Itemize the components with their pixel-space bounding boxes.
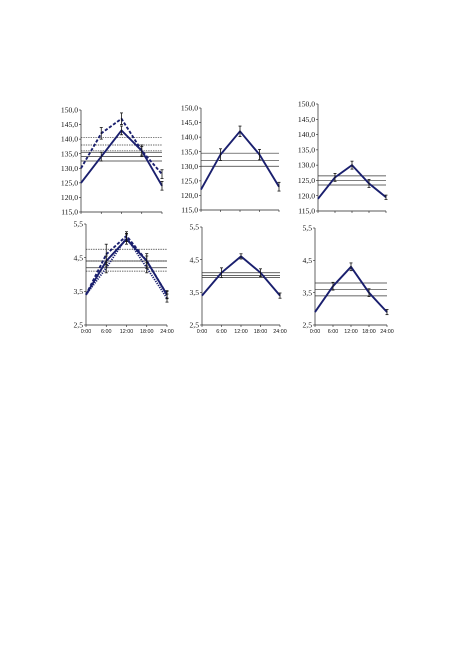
y-tick-label: 125,0 [61,178,78,187]
y-tick-label: 125,0 [181,176,198,185]
chart-panel-top-left: 115,0 120,0 125,0 130,0 135,0 140,0 145,0 150,0 [61,106,164,217]
chart-panel-top-middle: 115,0 120,0 125,0 130,0 135,0 140,0 145,0 150,0 [181,104,281,215]
series-line-solid [201,255,281,297]
chart-panel-top-right: 115,0 120,0 125,0 130,0 135,0 140,0 145,0 150,0 [298,100,388,216]
y-tick-label: 115,0 [61,208,78,217]
x-tick-label: 12:00 [120,329,134,335]
y-tick-label: 120,0 [181,191,198,200]
y-tick-label: 140,0 [298,130,315,139]
chart-panel-bottom-right: 2,5 3,5 4,5 5,5 0:00 6:00 12:00 18:00 24:00 [303,224,394,335]
y-tick-label: 2,5 [303,321,313,330]
series-line-solid [80,129,163,187]
y-tick-label: 120,0 [298,191,315,200]
y-tick-label: 145,0 [61,120,78,129]
x-tick-label: 24:00 [273,329,287,335]
y-tick-label: 150,0 [181,104,198,113]
x-tick-label: 6:00 [216,329,227,335]
y-tick-label: 130,0 [181,162,198,171]
y-tick-label: 5,5 [74,220,84,229]
y-tick-label: 115,0 [181,206,198,215]
series-line-solid [317,164,387,200]
chart-panel-bottom-left: 2,5 3,5 4,5 5,5 0:00 6:00 12:00 18:00 24:00 [74,220,174,335]
x-tick-label: 24:00 [160,329,174,335]
x-tick-label: 24:00 [380,329,394,335]
x-tick-label: 18:00 [140,329,154,335]
y-tick-label: 145,0 [181,118,198,127]
y-tick-label: 3,5 [74,287,84,296]
y-tick-label: 140,0 [61,135,78,144]
y-tick-label: 4,5 [190,255,200,264]
x-tick-label: 12:00 [344,329,358,335]
x-tick-label: 18:00 [254,329,268,335]
x-tick-label: 0:00 [81,329,92,335]
y-tick-label: 150,0 [61,106,78,115]
x-tick-label: 12:00 [234,329,248,335]
y-tick-label: 130,0 [61,164,78,173]
y-tick-label: 3,5 [303,288,313,297]
x-tick-label: 6:00 [328,329,339,335]
y-tick-label: 145,0 [298,115,315,124]
y-tick-label: 2,5 [74,321,84,330]
x-tick-label: 0:00 [310,329,321,335]
x-tick-label: 6:00 [101,329,112,335]
y-tick-label: 4,5 [303,256,313,265]
y-tick-label: 135,0 [61,149,78,158]
series-line-dashed [85,234,168,296]
x-tick-label: 18:00 [362,329,376,335]
x-tick-label: 0:00 [197,329,208,335]
y-tick-label: 5,5 [190,223,200,232]
y-tick-label: 130,0 [298,161,315,170]
y-tick-label: 120,0 [61,193,78,202]
y-tick-label: 125,0 [298,176,315,185]
y-tick-label: 135,0 [181,147,198,156]
y-tick-label: 140,0 [181,133,198,142]
y-tick-label: 115,0 [298,207,315,216]
y-tick-label: 5,5 [303,224,313,233]
y-tick-label: 150,0 [298,100,315,109]
y-tick-label: 4,5 [74,253,84,262]
y-tick-label: 3,5 [190,288,200,297]
series-line-solid [85,238,168,296]
chart-panel-bottom-middle: 2,5 3,5 4,5 5,5 0:00 6:00 12:00 18:00 24:00 [190,223,287,335]
y-tick-label: 135,0 [298,145,315,154]
y-tick-label: 2,5 [190,321,200,330]
